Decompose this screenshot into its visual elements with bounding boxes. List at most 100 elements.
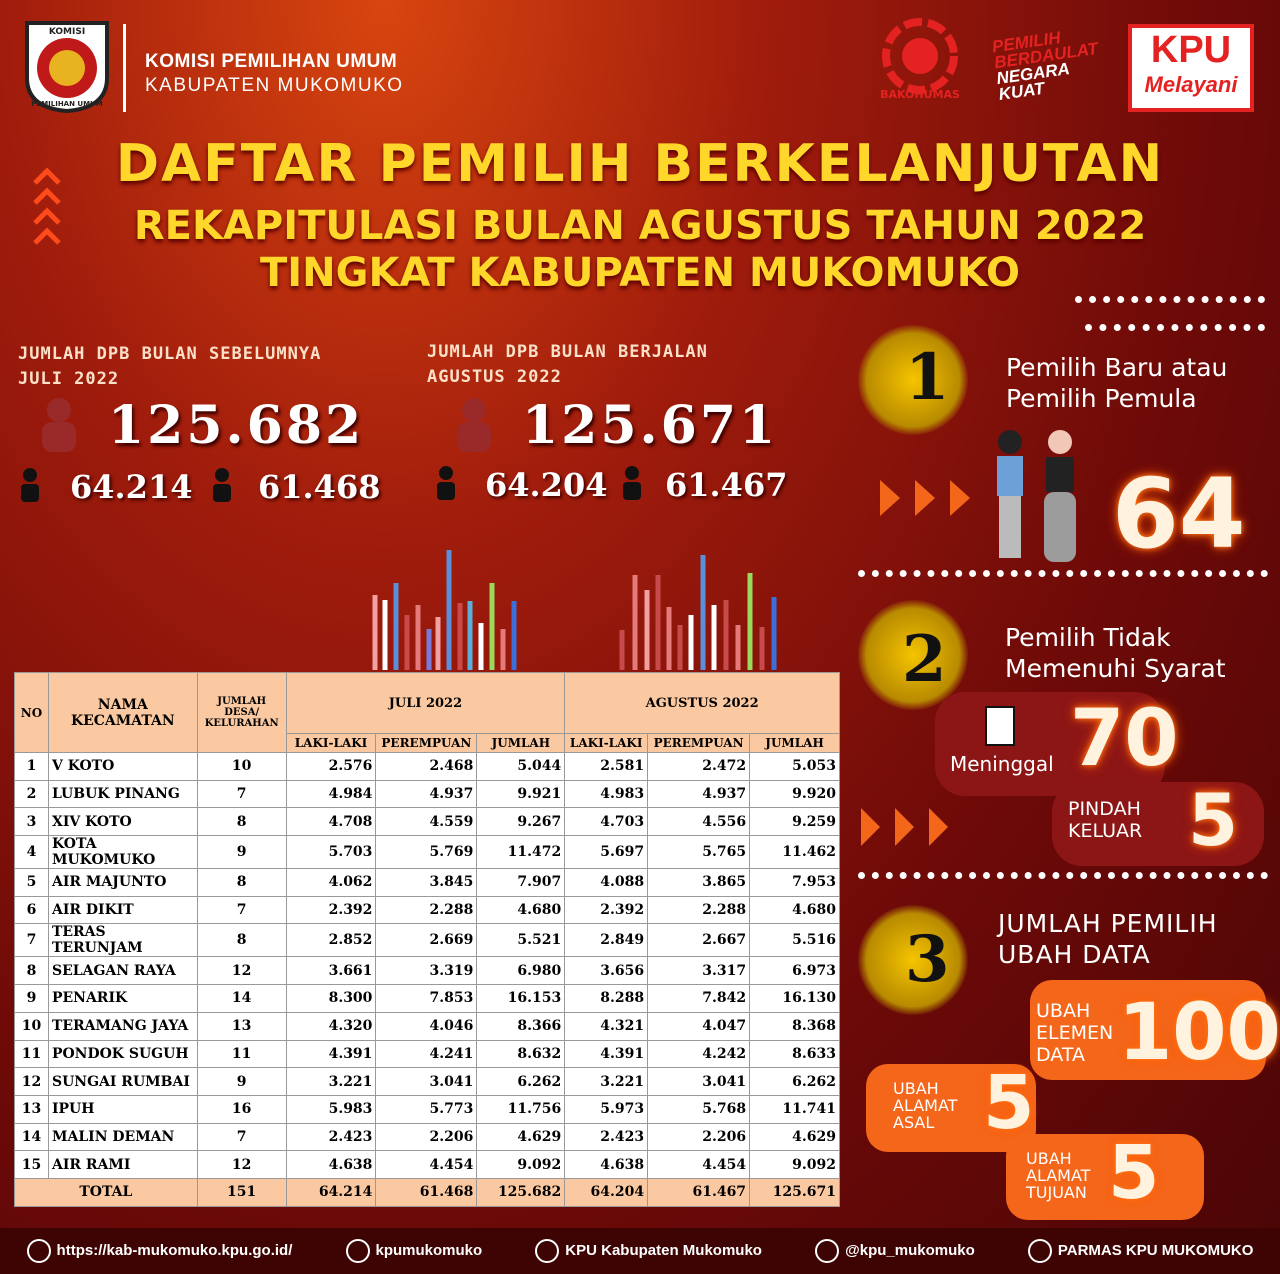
header-line: KECAMATAN: [70, 712, 175, 729]
table-cell: 10: [14, 1011, 49, 1041]
table-cell: 4.321: [564, 1011, 649, 1041]
table-row: 14 MALIN DEMAN 7 2.423 2.206 4.629 2.423 2.206 4…: [14, 1122, 840, 1152]
table-cell: 4.454: [647, 1150, 751, 1179]
footer-link: kpumukomuko: [345, 1239, 482, 1263]
table-cell: 8.632: [476, 1039, 566, 1069]
table-cell: 13: [196, 1011, 287, 1041]
badge-text: BAKOHUMAS: [880, 88, 960, 101]
header-cell: JUMLAH: [476, 733, 566, 753]
table-cell: 2.288: [375, 895, 478, 925]
table-cell: 3.661: [285, 956, 377, 986]
table-row: 9 PENARIK 14 8.300 7.853 16.153 8.288 7.842 16.1…: [14, 984, 840, 1013]
table-cell: 4.320: [285, 1011, 377, 1041]
table-cell: 7.853: [375, 984, 478, 1013]
table-cell: 2.392: [564, 895, 649, 925]
table-cell: 8.633: [749, 1039, 840, 1069]
table-cell: 4.629: [749, 1122, 840, 1152]
label-line: UBAH DATA: [998, 940, 1151, 969]
footer-icon: [345, 1239, 370, 1263]
card: [935, 692, 1165, 796]
table-cell: 5.697: [564, 835, 649, 870]
table-cell: 9.921: [476, 779, 566, 809]
table-cell: KOTA MUKOMUKO: [47, 835, 198, 870]
org-name: KOMISI PEMILIHAN UMUM KABUPATEN MUKOMUKO: [145, 50, 404, 98]
item-label: PINDAH KELUAR: [1068, 798, 1142, 842]
table-cell: AIR DIKIT: [47, 895, 198, 925]
splash: [858, 600, 968, 710]
footer-link: KPU Kabupaten Mukomuko: [535, 1239, 762, 1263]
table-cell: 5.516: [749, 923, 840, 958]
total-cell: 125.671: [749, 1177, 840, 1207]
kpu-logo: KOMISI PEMILIHAN UMUM: [25, 21, 109, 113]
header-cell: AGUSTUS 2022: [564, 672, 840, 734]
header-line: JUMLAH: [217, 696, 267, 707]
table-cell: 3.845: [375, 868, 478, 897]
table-cell: XIV KOTO: [47, 807, 198, 837]
table-row: 10 TERAMANG JAYA 13 4.320 4.046 8.366 4.321 4.0…: [14, 1011, 840, 1041]
table-cell: 2.288: [647, 895, 751, 925]
table-cell: 11.472: [476, 835, 566, 870]
table-cell: 4.629: [476, 1122, 566, 1152]
table-cell: 2.576: [285, 752, 377, 781]
table-cell: 3.865: [647, 868, 751, 897]
table-cell: 8: [196, 868, 287, 897]
panel-number: 3: [905, 922, 950, 997]
data-table: NO NAMA KECAMATAN JUMLAH DESA/KELURAHAN JU…: [14, 672, 840, 1207]
table-cell: 11: [196, 1039, 287, 1069]
logo-text: KOMISI: [49, 27, 85, 37]
item-value: 100: [1118, 988, 1280, 1078]
splash: [858, 905, 968, 1015]
header-line: KELURAHAN: [204, 718, 279, 729]
org-line: KABUPATEN MUKOMUKO: [145, 75, 404, 96]
table-cell: 8: [196, 923, 287, 958]
table-cell: 8.366: [476, 1011, 566, 1041]
table-cell: AIR RAMI: [47, 1150, 198, 1179]
summary-total: 125.682: [108, 395, 365, 456]
header-cell: JUMLAH DESA/KELURAHAN: [196, 672, 287, 753]
table-cell: 4.984: [285, 779, 377, 809]
label-line: ALAMAT: [1026, 1166, 1091, 1185]
table-cell: 4.556: [647, 807, 751, 837]
footer-link: @kpu_mukomuko: [815, 1239, 975, 1263]
card: [1052, 782, 1264, 866]
table-cell: 7: [196, 895, 287, 925]
badge-text: KPU: [1150, 29, 1232, 71]
label-line: DATA: [1036, 1044, 1085, 1066]
item-value: 70: [1070, 694, 1179, 784]
table-cell: 4.638: [285, 1150, 377, 1179]
table-cell: 14: [14, 1122, 49, 1152]
table-cell: 8: [14, 956, 49, 986]
table-row: 7 TERAS TERUNJAM 8 2.852 2.669 5.521 2.849 2.66…: [14, 923, 840, 958]
item-value: 5: [1188, 778, 1239, 862]
table-cell: TERAS TERUNJAM: [47, 923, 198, 958]
table-cell: 5.773: [375, 1094, 478, 1124]
footer-text: PARMAS KPU MUKOMUKO: [1057, 1241, 1254, 1259]
separator: [858, 570, 1268, 577]
table-cell: 7: [196, 1122, 287, 1152]
table-cell: 9.092: [476, 1150, 566, 1179]
total-row: TOTAL 151 64.214 61.468 125.682 64.204 61.467 1…: [14, 1177, 840, 1207]
footer-link: https://kab-mukomuko.kpu.go.id/: [26, 1239, 292, 1263]
table-cell: 11.741: [749, 1094, 840, 1124]
table-cell: 4.046: [375, 1011, 478, 1041]
table-cell: 9.267: [476, 807, 566, 837]
card: [1006, 1134, 1204, 1220]
footer-text: @kpu_mukomuko: [845, 1241, 975, 1259]
panel-label: Pemilih Baru atau Pemilih Pemula: [1006, 352, 1227, 414]
footer-text: KPU Kabupaten Mukomuko: [565, 1241, 762, 1259]
label: JUMLAH DPB BULAN SEBELUMNYA: [18, 344, 322, 364]
table-cell: 7.953: [749, 868, 840, 897]
table-cell: 8.300: [285, 984, 377, 1013]
table-cell: 4.937: [647, 779, 751, 809]
table-cell: 4.454: [375, 1150, 478, 1179]
decor-dots: [1085, 324, 1265, 331]
table-cell: 5.044: [476, 752, 566, 781]
title: DAFTAR PEMILIH BERKELANJUTAN: [115, 134, 1165, 194]
table-cell: 7.907: [476, 868, 566, 897]
table-cell: 5.765: [647, 835, 751, 870]
couple-illustration: [880, 430, 1023, 558]
label-line: Pemilih Pemula: [1006, 384, 1197, 413]
table-cell: 5.521: [476, 923, 566, 958]
